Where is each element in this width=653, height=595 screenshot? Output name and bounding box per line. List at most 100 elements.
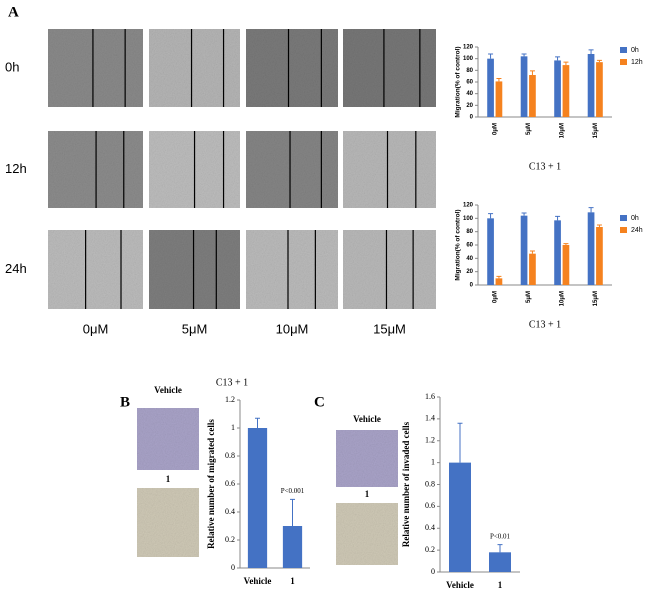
error-bar: [255, 417, 260, 428]
time-label: 24h: [5, 261, 27, 276]
error-bar: [521, 212, 527, 216]
y-tick-label: 100: [463, 216, 474, 222]
bar: [554, 60, 561, 117]
x-tick-label: 15μM: [593, 291, 599, 306]
error-bar: [555, 56, 561, 61]
error-bar: [563, 243, 569, 245]
legend-swatch: [620, 215, 627, 221]
error-bar: [497, 544, 503, 553]
transwell-image: [336, 503, 398, 565]
error-bar: [290, 498, 295, 526]
y-tick-label: 20: [466, 269, 473, 275]
y-axis-label: Relative number of migrated cells: [206, 419, 216, 549]
y-tick-label: 20: [466, 103, 473, 109]
x-tick-label: 1: [290, 576, 295, 586]
y-tick-label: 1: [431, 457, 435, 466]
x-tick-label: 10μM: [559, 291, 565, 306]
error-bar: [529, 250, 535, 254]
annotation: P<0.01: [490, 532, 511, 540]
y-tick-label: 120: [463, 203, 474, 209]
wound-image: [149, 29, 240, 107]
dose-label: 15μM: [373, 321, 406, 336]
panel-label: A: [8, 4, 19, 20]
x-tick-label: 15μM: [593, 123, 599, 138]
y-tick-label: 0.6: [225, 479, 235, 488]
bar: [520, 56, 528, 117]
transwell-image: [137, 408, 199, 470]
image-label: Vehicle: [353, 414, 381, 424]
bar: [520, 215, 528, 285]
y-tick-label: 1: [231, 423, 235, 432]
y-tick-label: 0: [470, 283, 474, 289]
legend-label: 0h: [631, 215, 639, 222]
x-tick-label: 0μM: [492, 291, 498, 303]
bar: [495, 81, 503, 117]
bar: [487, 218, 494, 285]
bar: [282, 526, 303, 568]
error-bar: [496, 78, 502, 82]
wound-image: [246, 131, 338, 208]
legend-swatch: [620, 59, 627, 65]
wound-image: [343, 131, 436, 208]
panel-label: B: [120, 394, 130, 410]
time-label: 0h: [5, 59, 19, 74]
wound-image: [246, 230, 338, 309]
y-tick-label: 0.6: [425, 501, 435, 510]
error-bar: [521, 53, 527, 57]
error-bar: [496, 275, 502, 279]
x-tick-label: 1: [498, 580, 503, 590]
annotation: P<0.001: [281, 487, 305, 495]
time-label: 12h: [5, 161, 27, 176]
y-tick-label: 0: [231, 563, 235, 572]
error-bar: [488, 213, 494, 219]
wound-image: [48, 29, 143, 107]
dose-label: 5μM: [182, 321, 208, 336]
bar: [487, 58, 494, 117]
x-tick-label: Vehicle: [446, 580, 474, 590]
legend-label: 12h: [631, 59, 643, 66]
y-tick-label: 0.8: [425, 479, 435, 488]
y-axis-label: Migration(% of control): [455, 46, 462, 117]
bar: [529, 253, 536, 285]
y-tick-label: 1.6: [425, 392, 435, 401]
y-tick-label: 40: [466, 91, 473, 97]
x-tick-label: 5μM: [526, 291, 532, 303]
bar: [562, 245, 570, 285]
error-bar: [457, 422, 463, 463]
y-tick-label: 0: [470, 115, 474, 121]
image-label: Vehicle: [154, 385, 182, 395]
y-tick-label: 1.2: [425, 436, 435, 445]
bar: [596, 62, 603, 117]
y-tick-label: 60: [466, 80, 473, 86]
bar: [596, 227, 603, 285]
x-tick-label: 0μM: [492, 123, 498, 135]
transwell-image: [137, 488, 199, 557]
y-tick-label: 40: [466, 256, 473, 262]
legend-label: 0h: [631, 47, 639, 54]
wound-image: [48, 230, 143, 309]
bar: [587, 54, 595, 117]
bar: [529, 75, 536, 117]
dose-label: 10μM: [276, 321, 309, 336]
y-tick-label: 0.4: [225, 507, 235, 516]
y-tick-label: 0.4: [425, 523, 435, 532]
error-bar: [529, 70, 535, 75]
bar: [562, 65, 570, 117]
legend-swatch: [620, 227, 627, 233]
error-bar: [596, 224, 602, 227]
panel-label: C: [314, 394, 325, 410]
y-tick-label: 80: [466, 68, 473, 74]
legend-swatch: [620, 47, 627, 53]
wound-image: [149, 230, 240, 309]
y-tick-label: 1.4: [425, 414, 435, 423]
error-bar: [563, 61, 569, 66]
y-tick-label: 100: [463, 56, 474, 62]
y-tick-label: 0.8: [225, 451, 235, 460]
y-tick-label: 0: [431, 567, 435, 576]
error-bar: [588, 49, 594, 54]
image-label: 1: [166, 474, 171, 484]
y-axis-label: Relative number of invaded cells: [401, 421, 411, 547]
y-tick-label: 1.2: [225, 395, 235, 404]
caption: C13 + 1: [216, 377, 248, 388]
